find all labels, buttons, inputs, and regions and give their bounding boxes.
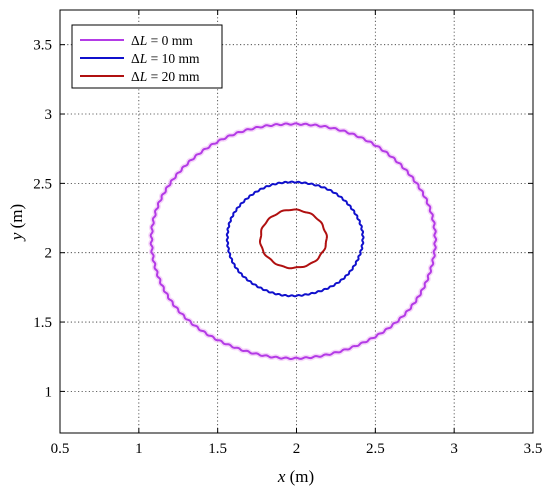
x-tick-label: 1.5 <box>208 441 227 457</box>
series-layer <box>148 120 439 362</box>
x-tick-label: 3 <box>450 441 458 457</box>
x-axis-label-var: x <box>277 467 286 486</box>
y-axis-label: y (m) <box>7 204 26 242</box>
y-tick-label: 2 <box>45 246 53 262</box>
legend-label-1-var: L <box>139 51 148 66</box>
x-tick-label: 1 <box>135 441 143 457</box>
x-axis-label: x (m) <box>277 467 314 486</box>
x-tick-label: 0.5 <box>51 441 70 457</box>
legend-label-2-rest: = 20 mm <box>147 69 200 84</box>
y-tick-label: 1 <box>45 384 53 400</box>
series-line-1 <box>225 180 365 298</box>
series-line-0 <box>149 122 438 361</box>
y-axis-label-var: y <box>7 232 26 242</box>
legend-label-2: ΔL = 20 mm <box>131 69 200 84</box>
legend-box <box>71 24 223 89</box>
legend-label-0-rest: = 0 mm <box>147 33 193 48</box>
legend-label-0-delta: Δ <box>131 33 140 48</box>
ticks: 0.5 1 1.5 2 2.5 3 3.5 1 1.5 2 2.5 3 3.5 <box>33 10 542 457</box>
legend-label-0-var: L <box>139 33 148 48</box>
legend-label-0: ΔL = 0 mm <box>131 33 193 48</box>
y-tick-label: 3 <box>45 107 53 123</box>
x-tick-label: 3.5 <box>524 441 543 457</box>
y-tick-label: 3.5 <box>33 38 52 54</box>
legend-label-2-var: L <box>139 69 148 84</box>
series-line-2 <box>259 208 328 270</box>
y-tick-label: 1.5 <box>33 315 52 331</box>
x-tick-label: 2 <box>293 441 301 457</box>
legend-label-1-delta: Δ <box>131 51 140 66</box>
y-tick-label: 2.5 <box>33 176 52 192</box>
legend-label-1-rest: = 10 mm <box>147 51 200 66</box>
legend-label-2-delta: Δ <box>131 69 140 84</box>
x-tick-label: 2.5 <box>366 441 385 457</box>
x-axis-label-unit: (m) <box>285 467 314 486</box>
legend-label-1: ΔL = 10 mm <box>131 51 200 66</box>
legend: ΔL = 0 mm ΔL = 10 mm ΔL = 20 mm <box>71 24 223 89</box>
y-axis-label-unit: (m) <box>7 204 26 233</box>
